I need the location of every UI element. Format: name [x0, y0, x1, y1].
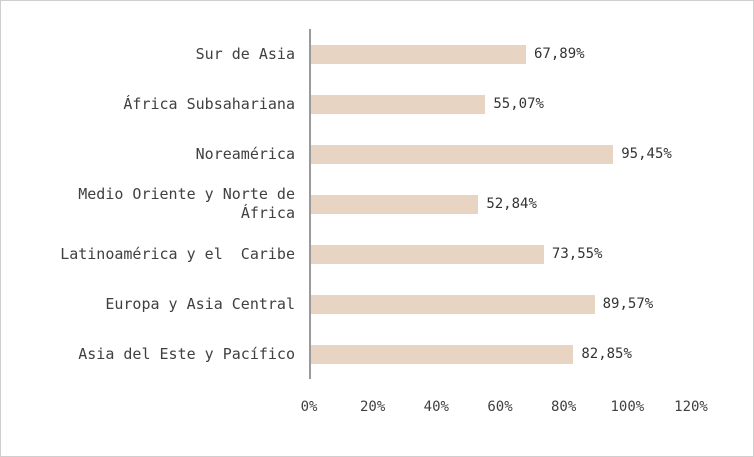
- bar-row: África Subsahariana 55,07%: [19, 79, 735, 129]
- bar-track: 73,55%: [309, 229, 691, 279]
- x-tick-label: 40%: [423, 399, 449, 415]
- value-label: 73,55%: [551, 246, 603, 262]
- category-label: Medio Oriente y Norte de África: [78, 185, 305, 222]
- bar-row: Sur de Asia 67,89%: [19, 29, 735, 79]
- value-label: 82,85%: [581, 346, 632, 362]
- category-label: Latinoamérica y el Caribe: [60, 244, 295, 263]
- category-label: Europa y Asia Central: [105, 294, 295, 313]
- x-tick-label: 100%: [610, 399, 645, 415]
- value-label: 52,84%: [486, 196, 537, 212]
- bar-row: Medio Oriente y Norte de África 52,84%: [19, 179, 735, 229]
- bar-row: Latinoamérica y el Caribe 73,55%: [19, 229, 735, 279]
- bar-track: 67,89%: [309, 29, 691, 79]
- bar-track: 55,07%: [309, 79, 691, 129]
- bar-track: 95,45%: [309, 129, 691, 179]
- bar: [311, 144, 614, 164]
- category-label: África Subsahariana: [123, 94, 295, 113]
- bar-row: Europa y Asia Central 89,57%: [19, 279, 735, 329]
- bar: [311, 294, 595, 314]
- bar-track: 52,84%: [309, 179, 691, 229]
- bar: [311, 244, 544, 264]
- value-label: 95,45%: [621, 146, 672, 162]
- bar-row: Noreamérica 95,45%: [19, 129, 735, 179]
- x-tick-label: 120%: [674, 399, 708, 415]
- category-label: Noreamérica: [195, 144, 295, 163]
- bar-track: 89,57%: [309, 279, 691, 329]
- x-tick-label: 20%: [360, 399, 386, 415]
- bar-track: 82,85%: [309, 329, 691, 379]
- x-tick-label: 60%: [487, 399, 513, 415]
- bar-chart: Sur de Asia 67,89% África Subsahariana 55,0…: [19, 29, 735, 429]
- x-tick-label: 0%: [300, 399, 318, 415]
- bar: [311, 44, 526, 64]
- x-tick-label: 80%: [551, 399, 577, 415]
- value-label: 89,57%: [602, 296, 654, 312]
- bar-rows: Sur de Asia 67,89% África Subsahariana 55,0…: [19, 29, 735, 379]
- bar: [311, 194, 479, 214]
- category-label: Sur de Asia: [195, 44, 295, 63]
- value-label: 55,07%: [493, 96, 544, 112]
- category-label: Asia del Este y Pacífico: [78, 344, 295, 363]
- x-axis: 0% 20% 40% 60% 80% 100% 120%: [301, 395, 708, 429]
- bar: [311, 94, 486, 114]
- bar: [311, 344, 574, 364]
- value-label: 67,89%: [533, 46, 585, 62]
- bar-row: Asia del Este y Pacífico 82,85%: [19, 329, 735, 379]
